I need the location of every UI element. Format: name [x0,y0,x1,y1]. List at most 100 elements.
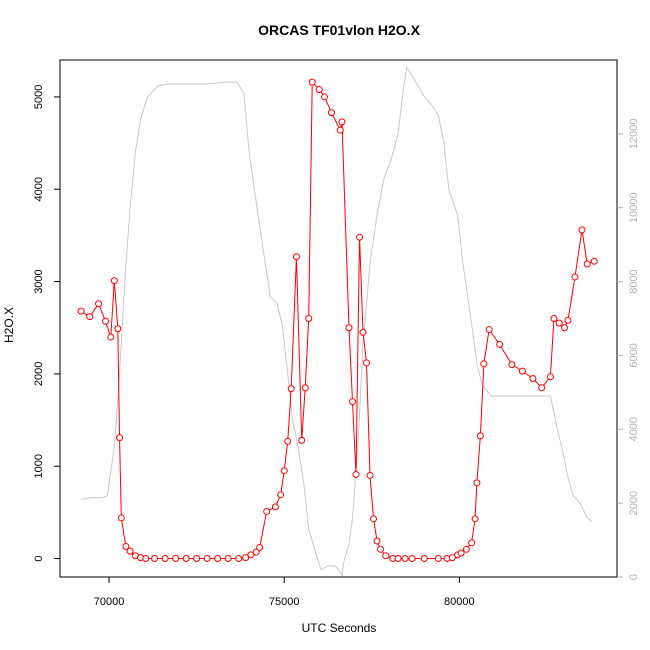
y2-tick-label: 2000 [628,491,640,515]
y-tick-label: 4000 [33,177,45,201]
y-tick-label: 3000 [33,269,45,293]
h2o-point [518,367,526,375]
y2-tick-label: 12000 [628,119,640,150]
h2o-point [182,555,190,563]
h2o-point [363,359,371,367]
h2o-point [193,555,201,563]
h2o-point [546,373,554,381]
h2o-point [578,226,586,234]
h2o-point [538,384,546,392]
h2o-point [408,555,416,563]
h2o-point [308,78,316,86]
h2o-point [86,313,94,321]
chart-title: ORCAS TF01vlon H2O.X [258,22,420,38]
h2o-point [315,86,323,94]
y2-tick-label: 4000 [628,417,640,441]
y-tick-label: 0 [33,555,45,561]
h2o-point [349,398,357,406]
y2-tick-label: 0 [628,574,640,580]
h2o-point [327,109,335,117]
h2o-point [571,273,579,281]
y2-tick-label: 6000 [628,343,640,367]
h2o-point [277,491,285,499]
h2o-point [287,385,295,393]
y2-tick-label: 10000 [628,192,640,223]
y-tick-label: 2000 [33,362,45,386]
h2o-point [242,554,250,562]
h2o-point [468,539,476,547]
h2o-point [457,549,465,557]
h2o-point [280,467,288,475]
h2o-point [263,507,271,515]
y-tick-label: 1000 [33,454,45,478]
h2o-point [485,326,493,334]
h2o-point [448,554,456,562]
h2o-point [110,277,118,285]
h2o-point [476,432,484,440]
h2o-point [473,479,481,487]
h2o-point [471,515,479,523]
h2o-point [172,555,180,563]
series-layer [77,65,598,577]
h2o-point [117,514,125,522]
h2o-point [336,126,344,134]
h2o-point [284,437,292,445]
plot-frame [59,59,618,578]
h2o-point [356,233,364,241]
h2o-point [224,555,232,563]
h2o-point [564,316,572,324]
h2o-point [305,315,313,322]
h2o-point [377,545,385,553]
h2o-point [529,375,537,383]
h2o-point [345,324,353,332]
h2o-point [122,543,130,551]
h2o-point [214,555,222,563]
h2o-point [116,434,124,442]
h2o-point [382,552,390,560]
h2o-point [256,543,264,551]
h2o-point [320,93,328,101]
h2o-point [560,324,568,332]
h2o-point [271,503,279,511]
h2o-point [462,545,470,553]
x-tick-label: 75000 [269,596,300,608]
h2o-point [373,537,381,545]
h2o-point [107,333,115,341]
h2o-point [298,436,306,444]
h2o-point [301,384,309,392]
h2o-point [555,319,563,327]
y-tick-label: 5000 [33,85,45,109]
h2o-point [151,555,159,563]
x-tick-label: 80000 [444,596,475,608]
h2o-point [142,555,150,563]
h2o-point [292,253,300,261]
h2o-point [401,555,409,563]
x-axis-label: UTC Seconds [302,621,377,635]
h2o-point [203,555,211,563]
h2o-point [480,360,488,368]
axes-layer: 70000 75000 80000 0 1000 2000 3000 4000 5000 0 200… [33,85,640,608]
h2o-point [508,361,516,369]
h2o-point [126,547,134,555]
h2o-point [235,555,243,563]
h2o-point [102,317,110,325]
h2o-point [550,315,558,322]
h2o-point [370,515,378,523]
h2o-point [77,307,85,315]
h2o-point [247,551,255,559]
y-axis-label: H2O.X [2,307,16,343]
y2-tick-label: 8000 [628,269,640,293]
h2o-point [434,555,442,563]
h2o-point [252,548,260,556]
h2o-point [366,471,374,479]
h2o-point [352,471,360,479]
h2o-point [95,300,103,308]
h2o-point [583,260,591,268]
h2o-point [161,555,169,563]
x-tick-label: 70000 [94,596,125,608]
h2o-point [359,328,367,336]
h2o-point [590,257,598,265]
